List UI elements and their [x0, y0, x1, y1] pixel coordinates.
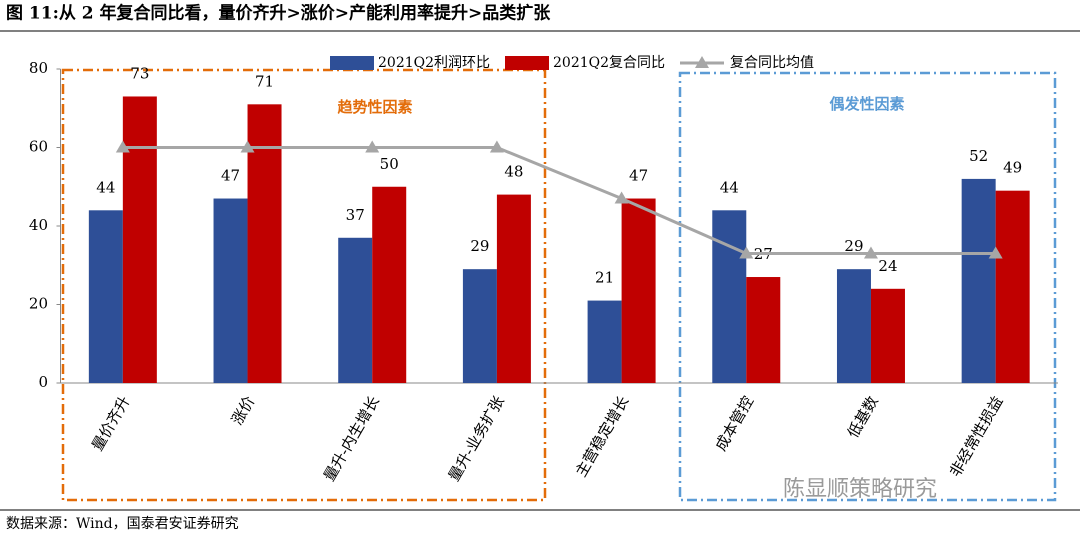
- incidental-box: [678, 71, 1057, 502]
- value-label: 50: [380, 155, 399, 173]
- bar: [961, 178, 996, 383]
- value-label: 44: [720, 178, 739, 196]
- avg-marker: [988, 246, 1003, 259]
- avg-marker: [489, 140, 504, 153]
- bar: [746, 277, 781, 383]
- x-tick-label: 成本管控: [712, 393, 758, 454]
- value-label: 47: [221, 167, 240, 185]
- bar: [338, 237, 373, 383]
- value-label: 49: [1003, 159, 1022, 177]
- avg-line: [122, 146, 996, 255]
- avg-marker: [739, 246, 754, 259]
- avg-marker: [863, 246, 878, 259]
- legend-label: 复合同比均值: [730, 54, 814, 71]
- annotation: 偶发性因素: [829, 95, 904, 113]
- avg-marker: [240, 140, 255, 153]
- x-tick-label: 量升-内生增长: [320, 393, 383, 484]
- value-label: 29: [844, 237, 863, 255]
- y-tick-label: 60: [29, 138, 48, 156]
- bar: [870, 288, 905, 383]
- bar: [836, 269, 871, 383]
- x-tick-label: 量价齐升: [88, 393, 134, 454]
- y-tick-label: 40: [29, 216, 48, 234]
- bar: [587, 300, 622, 383]
- x-tick-label: 非经常性损益: [946, 393, 1007, 480]
- legend-label: 2021Q2复合同比: [553, 54, 665, 71]
- value-label: 44: [96, 178, 115, 196]
- value-label: 73: [130, 64, 149, 82]
- avg-marker: [115, 140, 130, 153]
- legend-swatch: [695, 56, 709, 68]
- value-label: 71: [255, 72, 274, 90]
- bar: [122, 96, 157, 383]
- source: 数据来源：Wind，国泰君安证券研究: [6, 516, 239, 532]
- bar: [995, 190, 1030, 383]
- bar: [496, 194, 531, 383]
- x-tick-label: 涨价: [228, 393, 259, 428]
- value-label: 47: [629, 167, 648, 185]
- bar: [462, 269, 497, 383]
- watermark: 陈显顺策略研究: [783, 477, 937, 502]
- x-tick-label: 主营稳定增长: [572, 393, 633, 480]
- legend-label: 2021Q2利润环比: [378, 55, 490, 71]
- y-tick-label: 20: [29, 295, 48, 313]
- bar: [712, 210, 747, 383]
- legend-swatch: [330, 56, 374, 70]
- avg-marker: [614, 191, 629, 204]
- value-label: 52: [969, 147, 988, 165]
- trend-box: [61, 68, 547, 502]
- bar: [88, 210, 123, 383]
- bar: [213, 198, 248, 383]
- value-label: 37: [346, 206, 365, 224]
- avg-marker: [365, 140, 380, 153]
- x-tick-label: 低基数: [844, 393, 882, 441]
- y-tick-label: 80: [29, 59, 48, 77]
- legend-swatch: [505, 56, 549, 70]
- value-label: 48: [504, 163, 523, 181]
- bar: [372, 186, 407, 383]
- value-label: 29: [470, 237, 489, 255]
- annotation: 趋势性因素: [337, 98, 412, 116]
- chart-title: 图 11:从 2 年复合同比看，量价齐升>涨价>产能利用率提升>品类扩张: [6, 3, 551, 24]
- bar: [621, 198, 656, 383]
- x-tick-label: 量升-业务扩张: [445, 393, 508, 484]
- y-tick-label: 0: [38, 373, 48, 391]
- value-label: 24: [878, 257, 897, 275]
- value-label: 21: [595, 269, 614, 287]
